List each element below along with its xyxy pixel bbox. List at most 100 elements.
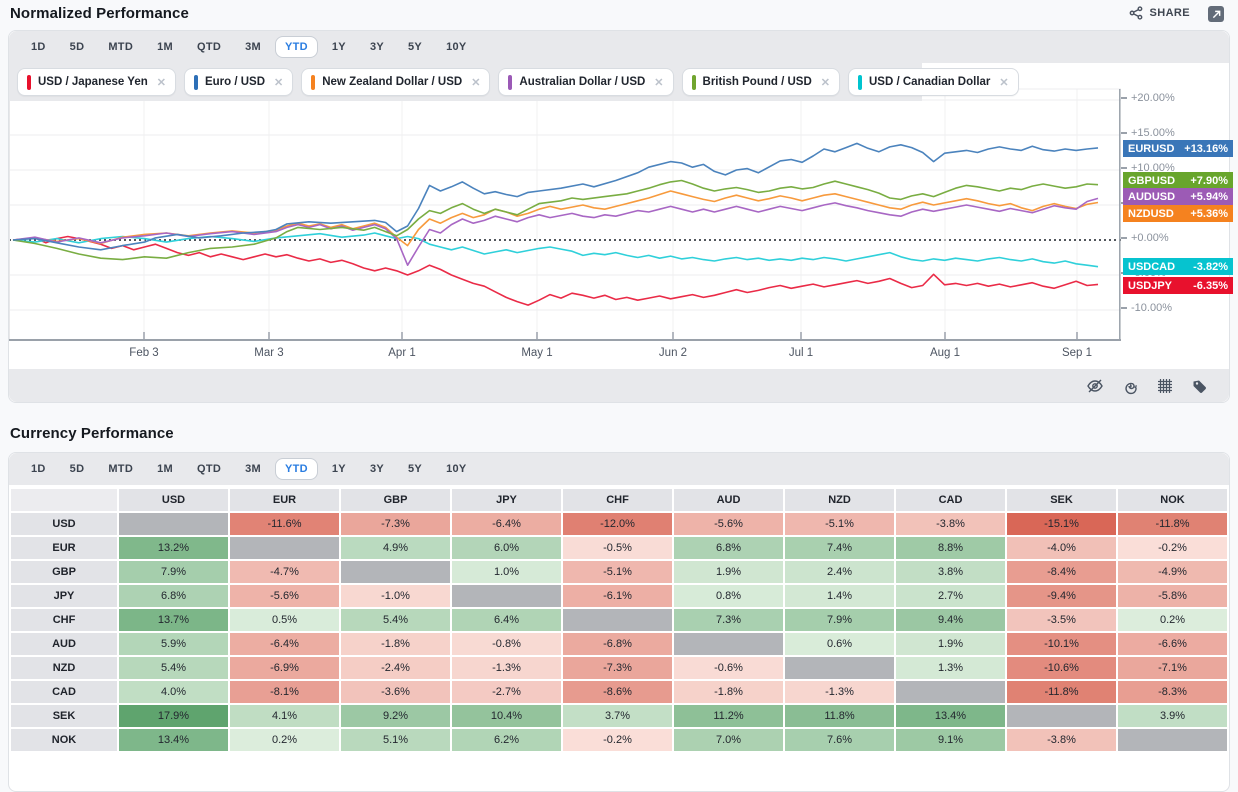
x-axis-label: Aug 1 (929, 347, 961, 359)
symbol-chip-usdcad[interactable]: USD / Canadian Dollar ✕ (847, 68, 1019, 96)
matrix-cell-chf-cad: 9.4% (896, 609, 1005, 631)
chip-close-icon[interactable]: ✕ (156, 76, 166, 89)
symbol-chip-usdjpy[interactable]: USD / Japanese Yen ✕ (17, 68, 176, 96)
range-button-ytd[interactable]: YTD (274, 458, 318, 480)
range-button-qtd[interactable]: QTD (196, 41, 222, 53)
matrix-cell-gbp-jpy: 1.0% (452, 561, 561, 583)
matrix-row-label: USD (11, 513, 117, 535)
range-button-ytd[interactable]: YTD (274, 36, 318, 58)
range-button-mtd[interactable]: MTD (108, 41, 134, 53)
chart-panel-title: Normalized Performance (10, 5, 189, 22)
matrix-column-header-nok: NOK (1118, 489, 1227, 511)
matrix-cell-nok-chf: -0.2% (563, 729, 672, 751)
matrix-cell-usd-gbp: -7.3% (341, 513, 450, 535)
matrix-row-nzd: NZD 5.4% -6.9% -2.4% -1.3% -7.3% -0.6% 1.3% -10.… (11, 657, 1227, 679)
matrix-cell-nzd-usd: 5.4% (119, 657, 228, 679)
matrix-cell-jpy-chf: -6.1% (563, 585, 672, 607)
last-value-badge-audusd: AUDUSD +5.94% (1123, 188, 1233, 205)
matrix-cell-sek-nok: 3.9% (1118, 705, 1227, 727)
chip-color-bar (193, 74, 198, 90)
range-button-3y[interactable]: 3Y (369, 41, 385, 53)
chip-color-bar (311, 74, 316, 90)
matrix-cell-cad-cad (896, 681, 1005, 703)
matrix-cell-sek-usd: 17.9% (119, 705, 228, 727)
matrix-cell-sek-cad: 13.4% (896, 705, 1005, 727)
chip-label: USD / Canadian Dollar (868, 76, 991, 88)
chip-close-icon[interactable]: ✕ (820, 76, 830, 89)
matrix-row-gbp: GBP 7.9% -4.7% 1.0% -5.1% 1.9% 2.4% 3.8% -8.4% -4… (11, 561, 1227, 583)
matrix-cell-nok-sek: -3.8% (1007, 729, 1116, 751)
matrix-cell-gbp-nok: -4.9% (1118, 561, 1227, 583)
chip-close-icon[interactable]: ✕ (471, 76, 481, 89)
last-value-badge-gbpusd: GBPUSD +7.90% (1123, 172, 1233, 189)
series-line-gbpusd (12, 179, 1099, 261)
matrix-cell-aud-eur: -6.4% (230, 633, 339, 655)
matrix-cell-nzd-jpy: -1.3% (452, 657, 561, 679)
matrix-cell-eur-eur (230, 537, 339, 559)
open-external-button[interactable] (1208, 6, 1224, 22)
matrix-cell-chf-jpy: 6.4% (452, 609, 561, 631)
symbol-chip-nzdusd[interactable]: New Zealand Dollar / USD ✕ (301, 68, 491, 96)
range-button-1y[interactable]: 1Y (331, 41, 346, 53)
range-button-10y[interactable]: 10Y (446, 463, 467, 475)
range-button-qtd[interactable]: QTD (196, 463, 222, 475)
matrix-row-cad: CAD 4.0% -8.1% -3.6% -2.7% -8.6% -1.8% -1.3% -11… (11, 681, 1227, 703)
matrix-cell-eur-jpy: 6.0% (452, 537, 561, 559)
range-button-mtd[interactable]: MTD (108, 463, 134, 475)
matrix-row-sek: SEK 17.9% 4.1% 9.2% 10.4% 3.7% 11.2% 11.8% 13.4%… (11, 705, 1227, 727)
matrix-cell-cad-nzd: -1.3% (785, 681, 894, 703)
matrix-cell-nok-nzd: 7.6% (785, 729, 894, 751)
range-button-1y[interactable]: 1Y (331, 463, 346, 475)
matrix-cell-eur-sek: -4.0% (1007, 537, 1116, 559)
range-button-1d[interactable]: 1D (31, 463, 46, 475)
symbol-chip-eurusd[interactable]: Euro / USD ✕ (183, 68, 294, 96)
chip-label: USD / Japanese Yen (38, 76, 148, 88)
range-button-5d[interactable]: 5D (69, 463, 85, 475)
matrix-cell-nok-cad: 9.1% (896, 729, 1005, 751)
range-button-1m[interactable]: 1M (157, 41, 173, 53)
range-button-5y[interactable]: 5Y (408, 41, 423, 53)
matrix-row-label: CHF (11, 609, 117, 631)
range-button-5y[interactable]: 5Y (408, 463, 423, 475)
chip-color-bar (857, 74, 862, 90)
matrix-cell-aud-chf: -6.8% (563, 633, 672, 655)
matrix-cell-cad-aud: -1.8% (674, 681, 783, 703)
matrix-cell-chf-nzd: 7.9% (785, 609, 894, 631)
chip-close-icon[interactable]: ✕ (274, 76, 284, 89)
matrix-cell-usd-nzd: -5.1% (785, 513, 894, 535)
chip-close-icon[interactable]: ✕ (999, 76, 1009, 89)
matrix-cell-jpy-nzd: 1.4% (785, 585, 894, 607)
visibility-off-icon[interactable] (1086, 377, 1104, 395)
chart-plot-area[interactable] (9, 71, 1121, 341)
matrix-cell-gbp-aud: 1.9% (674, 561, 783, 583)
share-button[interactable]: SHARE (1129, 6, 1190, 20)
matrix-cell-chf-aud: 7.3% (674, 609, 783, 631)
currency-performance-matrix: USD EUR GBP JPY CHF AUD NZD CAD SEK NOK USD -11.6%… (9, 487, 1229, 753)
grid-icon[interactable] (1156, 377, 1174, 395)
matrix-row-chf: CHF 13.7% 0.5% 5.4% 6.4% 7.3% 7.9% 9.4% -3.5% 0.2… (11, 609, 1227, 631)
matrix-cell-aud-jpy: -0.8% (452, 633, 561, 655)
last-value-badge-nzdusd: NZDUSD +5.36% (1123, 205, 1233, 222)
chip-close-icon[interactable]: ✕ (654, 76, 664, 89)
symbol-chip-audusd[interactable]: Australian Dollar / USD ✕ (498, 68, 674, 96)
tag-icon[interactable] (1191, 377, 1209, 395)
range-button-1d[interactable]: 1D (31, 41, 46, 53)
x-axis-label: Jul 1 (788, 347, 814, 359)
range-button-5d[interactable]: 5D (69, 41, 85, 53)
symbol-chip-gbpusd[interactable]: British Pound / USD ✕ (681, 68, 840, 96)
matrix-cell-aud-nzd: 0.6% (785, 633, 894, 655)
chip-label: British Pound / USD (702, 76, 812, 88)
matrix-cell-nzd-aud: -0.6% (674, 657, 783, 679)
matrix-row-label: SEK (11, 705, 117, 727)
matrix-cell-nzd-eur: -6.9% (230, 657, 339, 679)
spiral-icon[interactable] (1121, 377, 1139, 395)
range-button-3y[interactable]: 3Y (369, 463, 385, 475)
matrix-cell-nok-nok (1118, 729, 1227, 751)
matrix-cell-nzd-cad: 1.3% (896, 657, 1005, 679)
matrix-cell-aud-sek: -10.1% (1007, 633, 1116, 655)
range-button-10y[interactable]: 10Y (446, 41, 467, 53)
range-button-3m[interactable]: 3M (245, 41, 261, 53)
matrix-column-header-eur: EUR (230, 489, 339, 511)
range-button-1m[interactable]: 1M (157, 463, 173, 475)
range-button-3m[interactable]: 3M (245, 463, 261, 475)
